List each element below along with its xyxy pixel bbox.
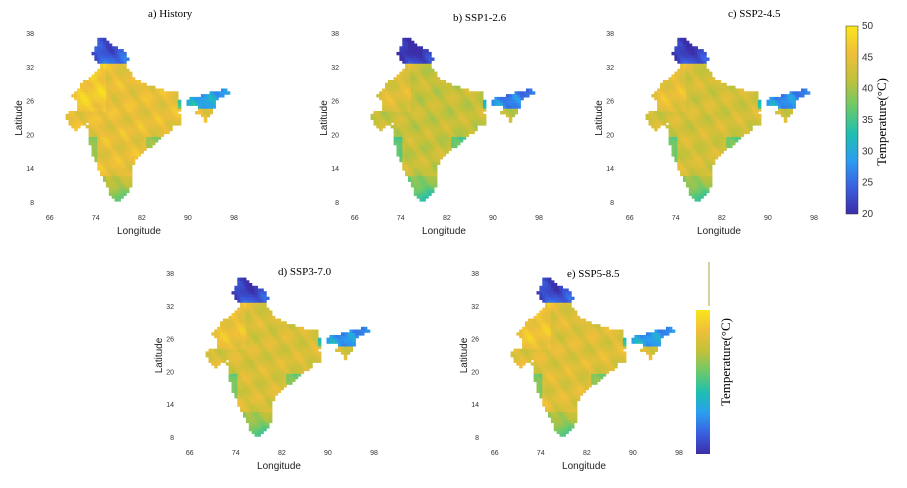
x-tick-label: 82 bbox=[583, 450, 591, 457]
map-d: 38 32 26 20 14 8 66 74 82 90 98 Longitude Latitude bbox=[154, 271, 378, 472]
y-tick-label: 20 bbox=[606, 132, 614, 139]
y-tick-label: 32 bbox=[331, 65, 339, 72]
x-tick-label: 74 bbox=[92, 215, 100, 222]
temperature-field bbox=[205, 277, 371, 437]
x-tick-label: 98 bbox=[675, 450, 683, 457]
colorbar-tick-label: 25 bbox=[862, 178, 874, 189]
y-tick-label: 26 bbox=[26, 99, 34, 106]
x-tick-label: 82 bbox=[138, 215, 146, 222]
y-tick-label: 14 bbox=[471, 402, 479, 409]
y-axis-label: Latitude bbox=[319, 100, 330, 136]
x-tick-label: 98 bbox=[535, 215, 543, 222]
x-tick-label: 90 bbox=[324, 450, 332, 457]
x-axis-label: Longitude bbox=[562, 461, 606, 472]
y-tick-label: 20 bbox=[166, 369, 174, 376]
x-tick-label: 66 bbox=[626, 215, 634, 222]
y-tick-label: 14 bbox=[26, 166, 34, 173]
y-tick-label: 26 bbox=[606, 99, 614, 106]
y-tick-label: 32 bbox=[471, 304, 479, 311]
x-tick-label: 90 bbox=[184, 215, 192, 222]
y-tick-label: 8 bbox=[30, 200, 34, 207]
map-panel-e: e) SSP5-8.5 38 32 26 20 14 8 66 74 82 90 98 Longitu… bbox=[455, 258, 690, 483]
x-tick-label: 82 bbox=[443, 215, 451, 222]
x-tick-label: 74 bbox=[537, 450, 545, 457]
panel-title-b: b) SSP1-2.6 bbox=[453, 12, 507, 24]
x-axis-label: Longitude bbox=[257, 461, 301, 472]
x-tick-label: 82 bbox=[278, 450, 286, 457]
y-axis-label: Latitude bbox=[459, 337, 470, 373]
temperature-field bbox=[370, 37, 536, 202]
colorbar-tick-label: 45 bbox=[862, 52, 874, 63]
colorbar-tick-label: 40 bbox=[862, 84, 874, 95]
y-tick-label: 8 bbox=[475, 435, 479, 442]
y-tick-label: 8 bbox=[335, 200, 339, 207]
colorbar-secondary-gradient bbox=[696, 310, 710, 454]
y-tick-label: 20 bbox=[471, 369, 479, 376]
y-tick-label: 38 bbox=[166, 271, 174, 278]
x-tick-label: 66 bbox=[351, 215, 359, 222]
x-tick-label: 74 bbox=[232, 450, 240, 457]
colorbar-tick-label: 50 bbox=[862, 22, 874, 32]
x-tick-label: 74 bbox=[397, 215, 405, 222]
y-tick-label: 32 bbox=[166, 304, 174, 311]
map-panel-b: b) SSP1-2.6 38 32 26 20 14 8 66 74 82 90 98 Longitu… bbox=[315, 8, 550, 240]
x-tick-label: 90 bbox=[764, 215, 772, 222]
y-tick-label: 32 bbox=[26, 65, 34, 72]
y-axis-label: Latitude bbox=[14, 100, 25, 136]
colorbar-label: Temperature(°C) bbox=[874, 78, 889, 166]
y-tick-label: 20 bbox=[331, 132, 339, 139]
y-axis-label: Latitude bbox=[154, 337, 165, 373]
x-tick-label: 66 bbox=[186, 450, 194, 457]
map-panel-d: d) SSP3-7.0 38 32 26 20 14 8 66 74 82 90 98 Longitu… bbox=[150, 258, 385, 483]
colorbar: 50 45 40 35 30 25 20 Temperature(°C) bbox=[845, 22, 889, 220]
colorbar-secondary: Temperature(°C) bbox=[696, 262, 733, 454]
colorbar-secondary-label: Temperature(°C) bbox=[718, 318, 733, 406]
colorbar-tick-label: 20 bbox=[862, 209, 874, 220]
x-tick-label: 98 bbox=[810, 215, 818, 222]
x-tick-label: 74 bbox=[672, 215, 680, 222]
map-b: 38 32 26 20 14 8 66 74 82 90 98 Longitude Latitude bbox=[319, 31, 543, 237]
x-axis-label: Longitude bbox=[697, 226, 741, 237]
map-panel-a: a) History 38 32 26 20 14 8 66 74 82 90 98 Longitud… bbox=[10, 8, 245, 240]
x-tick-label: 66 bbox=[46, 215, 54, 222]
y-tick-label: 20 bbox=[26, 132, 34, 139]
panel-title-a: a) History bbox=[148, 8, 193, 20]
x-axis-label: Longitude bbox=[422, 226, 466, 237]
map-panel-c: c) SSP2-4.5 38 32 26 20 14 8 66 74 82 90 98 Longitu… bbox=[590, 8, 825, 240]
x-tick-label: 90 bbox=[629, 450, 637, 457]
temperature-field bbox=[510, 277, 676, 437]
y-tick-label: 38 bbox=[471, 271, 479, 278]
y-tick-label: 14 bbox=[331, 166, 339, 173]
colorbar-tick-label: 35 bbox=[862, 115, 874, 126]
x-tick-label: 98 bbox=[230, 215, 238, 222]
map-c: 38 32 26 20 14 8 66 74 82 90 98 Longitude Latitude bbox=[594, 31, 818, 237]
y-axis-label: Latitude bbox=[594, 100, 605, 136]
map-a: 38 32 26 20 14 8 66 74 82 90 98 Longitude Latitude bbox=[14, 31, 238, 237]
y-tick-label: 14 bbox=[166, 402, 174, 409]
x-tick-label: 66 bbox=[491, 450, 499, 457]
y-tick-label: 14 bbox=[606, 166, 614, 173]
colorbar-tick-label: 30 bbox=[862, 146, 874, 157]
temperature-field bbox=[645, 37, 811, 202]
map-e: 38 32 26 20 14 8 66 74 82 90 98 Longitude Latitude bbox=[459, 271, 683, 472]
x-axis-label: Longitude bbox=[117, 226, 161, 237]
y-tick-label: 26 bbox=[331, 99, 339, 106]
colorbar-gradient bbox=[845, 25, 859, 215]
temperature-field bbox=[65, 37, 231, 202]
y-tick-label: 38 bbox=[331, 31, 339, 38]
y-tick-label: 26 bbox=[166, 337, 174, 344]
y-tick-label: 8 bbox=[610, 200, 614, 207]
y-tick-label: 38 bbox=[26, 31, 34, 38]
y-tick-label: 32 bbox=[606, 65, 614, 72]
y-tick-label: 38 bbox=[606, 31, 614, 38]
panel-title-d: d) SSP3-7.0 bbox=[278, 266, 332, 278]
panel-title-c: c) SSP2-4.5 bbox=[728, 8, 781, 20]
x-tick-label: 90 bbox=[489, 215, 497, 222]
y-tick-label: 8 bbox=[170, 435, 174, 442]
x-tick-label: 98 bbox=[370, 450, 378, 457]
y-tick-label: 26 bbox=[471, 337, 479, 344]
x-tick-label: 82 bbox=[718, 215, 726, 222]
panel-title-e: e) SSP5-8.5 bbox=[567, 268, 620, 280]
